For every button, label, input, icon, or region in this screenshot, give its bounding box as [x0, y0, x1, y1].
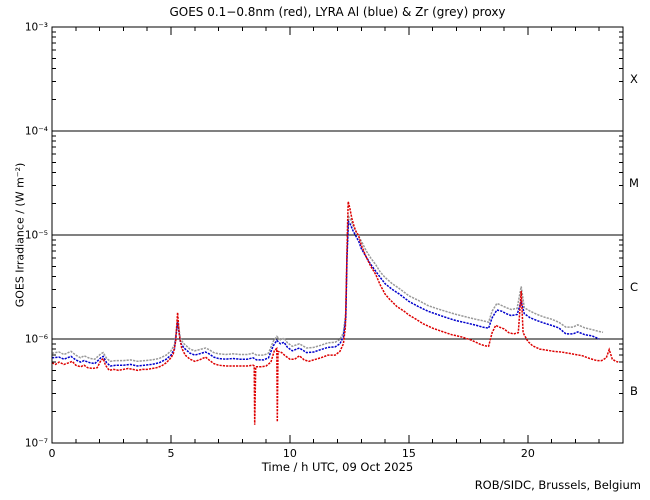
series-lines: [51, 201, 619, 425]
y-tick-labels: 10⁻³ 10⁻⁴ 10⁻⁵ 10⁻⁶ 10⁻⁷: [25, 22, 48, 450]
x-tick-label: 10: [283, 447, 297, 460]
x-tick-label: 0: [49, 447, 56, 460]
y-tick-label: 10⁻⁴: [25, 126, 48, 138]
x-tick-label: 20: [521, 447, 535, 460]
flare-class-label: M: [629, 176, 639, 190]
y-ticks: [52, 26, 623, 444]
x-axis-title: Time / h UTC, 09 Oct 2025: [261, 460, 414, 474]
flare-class-labels: X M C B: [629, 72, 639, 398]
flare-class-label: C: [630, 280, 638, 294]
series-lyra-zr: [51, 214, 604, 363]
series-lyra-al: [51, 218, 600, 367]
y-tick-label: 10⁻⁷: [25, 438, 48, 450]
series-goes-xray: [51, 201, 619, 425]
x-tick-labels: 0 5 10 15 20: [49, 447, 535, 460]
credit-text: ROB/SIDC, Brussels, Belgium: [474, 478, 641, 492]
x-ticks: [51, 27, 624, 443]
y-tick-label: 10⁻³: [25, 22, 48, 34]
y-tick-label: 10⁻⁶: [25, 334, 48, 346]
y-tick-label: 10⁻⁵: [25, 230, 48, 242]
x-tick-label: 5: [167, 447, 174, 460]
flare-class-label: X: [630, 72, 638, 86]
flare-class-boundary-lines: [52, 130, 623, 340]
chart-title: GOES 0.1−0.8nm (red), LYRA Al (blue) & Z…: [169, 5, 506, 19]
x-tick-label: 15: [402, 447, 416, 460]
flare-class-label: B: [630, 384, 638, 398]
